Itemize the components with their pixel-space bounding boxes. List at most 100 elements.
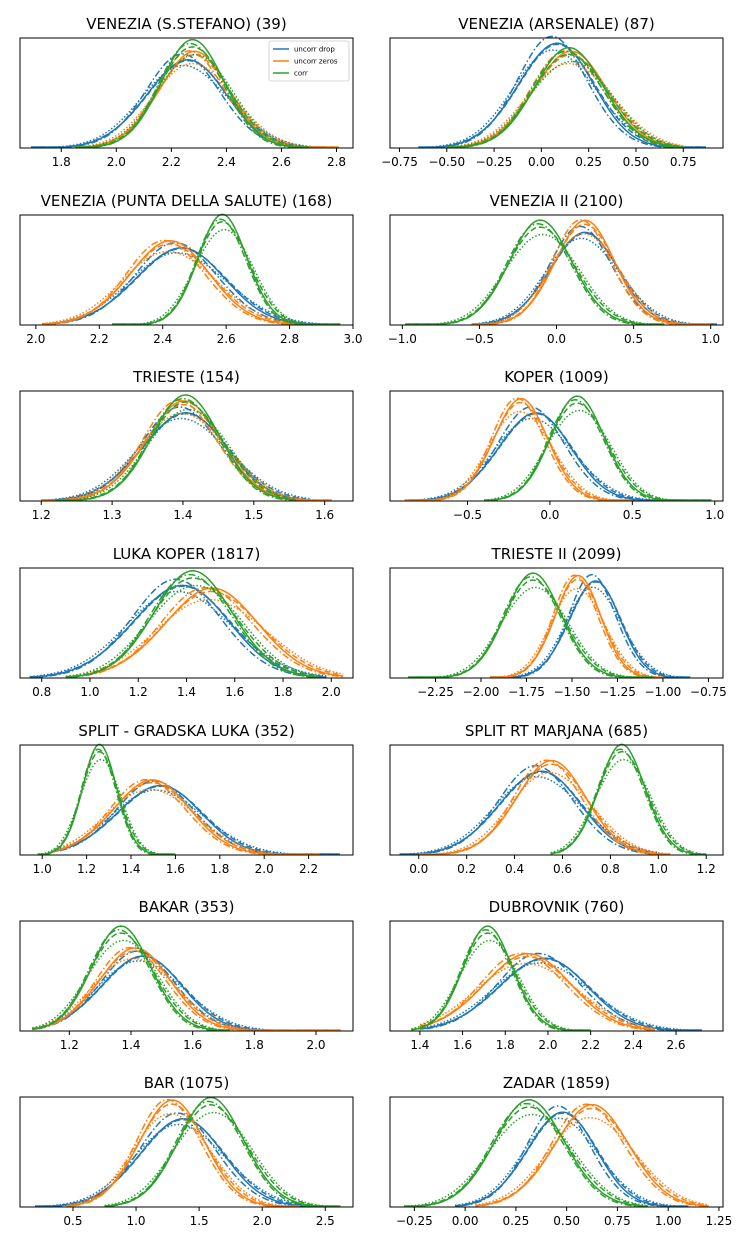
density-curve-uncorr-zeros [404, 397, 633, 501]
density-curve-corr [408, 572, 654, 678]
subplot-title: KOPER (1009) [504, 368, 608, 386]
density-curve-uncorr-zeros [48, 239, 306, 325]
density-curve-uncorr-drop [42, 252, 322, 325]
density-curve-corr [404, 1106, 643, 1207]
x-tick-label: 2.0 [255, 862, 274, 876]
density-curve-uncorr-drop [35, 1118, 308, 1207]
density-curve-corr [104, 1096, 341, 1207]
x-tick-label: 0.4 [505, 862, 524, 876]
density-curve-uncorr-drop [41, 412, 311, 501]
density-curve-uncorr-drop [454, 1117, 689, 1207]
density-curve-uncorr-drop [41, 417, 311, 501]
x-tick-label: 0.8 [601, 862, 620, 876]
density-curve-uncorr-drop [418, 43, 701, 148]
x-tick-label: 2.6 [217, 332, 236, 346]
density-curve-corr [453, 50, 684, 148]
subplot: ZADAR (1859) −0.25 0.00 0.25 0.50 0.75 1.00 1.2… [389, 1074, 732, 1228]
density-curve-uncorr-drop [471, 231, 717, 325]
x-tick-label: −1.75 [508, 685, 545, 699]
x-tick-label: 0.75 [604, 1214, 631, 1228]
density-curve-corr [417, 929, 591, 1031]
density-curve-uncorr-zeros [419, 952, 655, 1031]
subplot-title: BAKAR (353) [139, 898, 235, 916]
density-curve-corr [55, 408, 297, 501]
subplot: VENEZIA II (2100) −1.0 −0.5 0.0 0.5 1.0 [388, 192, 724, 346]
density-curve-corr [62, 397, 297, 501]
axes-frame [389, 920, 724, 1032]
density-curve-uncorr-zeros [471, 232, 711, 325]
density-curve-corr [44, 748, 176, 855]
density-curve-uncorr-zeros [53, 788, 320, 855]
density-curve-uncorr-zeros [490, 578, 658, 678]
density-curve-uncorr-zeros [42, 250, 306, 325]
subplot: BAR (1075) 0.5 1.0 1.5 2.0 2.5 [19, 1074, 354, 1228]
density-curve-uncorr-zeros [418, 759, 671, 855]
density-curve-uncorr-drop [471, 232, 712, 325]
subplot-title: ZADAR (1859) [503, 1074, 610, 1092]
subplot-title: VENEZIA (PUNTA DELLA SALUTE) (168) [41, 192, 333, 210]
density-curve-corr [410, 1102, 648, 1207]
x-tick-label: 1.0 [80, 685, 99, 699]
density-curve-corr [404, 1113, 648, 1207]
x-tick-label: 1.0 [126, 1214, 145, 1228]
density-curve-corr [411, 932, 586, 1031]
x-tick-label: 1.0 [705, 508, 724, 522]
x-tick-label: 0.2 [457, 862, 476, 876]
density-curve-uncorr-drop [406, 764, 659, 855]
x-tick-label: 0.50 [623, 155, 650, 169]
x-tick-label: 1.8 [52, 155, 71, 169]
density-curve-uncorr-zeros [65, 590, 339, 678]
density-curve-uncorr-drop [490, 580, 691, 678]
density-curve-corr [72, 573, 320, 678]
density-curve-corr [405, 233, 665, 325]
x-tick-label: 1.2 [129, 685, 148, 699]
density-curve-uncorr-drop [35, 1118, 313, 1207]
x-tick-label: 2.2 [90, 332, 109, 346]
x-tick-label: 0.50 [553, 1214, 580, 1228]
x-tick-label: 2.6 [272, 155, 291, 169]
density-curve-uncorr-drop [53, 785, 335, 855]
density-curve-uncorr-zeros [53, 782, 315, 855]
density-curve-corr [405, 219, 665, 325]
x-tick-label: 0.5 [623, 508, 642, 522]
x-tick-label: −0.5 [453, 508, 482, 522]
density-curve-uncorr-zeros [42, 243, 301, 325]
subplot: KOPER (1009) −0.5 0.0 0.5 1.0 [389, 368, 724, 522]
density-curve-uncorr-drop [42, 247, 322, 325]
x-tick-label: 1.4 [121, 1038, 140, 1052]
density-curve-uncorr-drop [496, 573, 691, 678]
x-tick-label: −1.50 [554, 685, 591, 699]
density-curve-uncorr-zeros [496, 574, 663, 678]
density-curve-corr [490, 399, 712, 501]
x-tick-label: 1.2 [77, 862, 96, 876]
x-tick-label: −0.5 [465, 332, 494, 346]
density-curve-uncorr-drop [426, 952, 702, 1031]
density-curve-uncorr-drop [42, 247, 317, 325]
x-tick-label: 1.6 [453, 1038, 472, 1052]
density-curve-uncorr-drop [48, 242, 322, 325]
x-tick-label: 1.0 [701, 332, 720, 346]
density-curve-uncorr-drop [409, 412, 682, 501]
density-curve-corr [556, 748, 707, 855]
subplot: DUBROVNIK (760) 1.4 1.6 1.8 2.0 2.2 2.4 2.6 [389, 898, 724, 1052]
density-curve-uncorr-zeros [426, 952, 655, 1031]
x-tick-label: 0.25 [503, 1214, 530, 1228]
density-curve-corr [37, 751, 171, 855]
axes-frame [389, 37, 724, 149]
x-tick-label: −1.00 [645, 685, 682, 699]
density-curve-uncorr-drop [471, 237, 717, 325]
density-curve-uncorr-zeros [65, 598, 344, 677]
x-tick-label: 0.6 [553, 862, 572, 876]
density-curve-uncorr-drop [29, 590, 327, 678]
density-curve-corr [65, 577, 315, 678]
density-curve-corr [81, 42, 309, 148]
x-tick-label: 0.0 [409, 862, 428, 876]
x-tick-label: 0.0 [547, 332, 566, 346]
density-curve-uncorr-drop [53, 784, 340, 855]
x-tick-label: −0.25 [396, 1214, 433, 1228]
density-curve-uncorr-drop [416, 406, 682, 501]
x-tick-label: −1.0 [388, 332, 417, 346]
density-curve-uncorr-drop [418, 42, 706, 148]
density-curve-uncorr-drop [425, 35, 706, 148]
